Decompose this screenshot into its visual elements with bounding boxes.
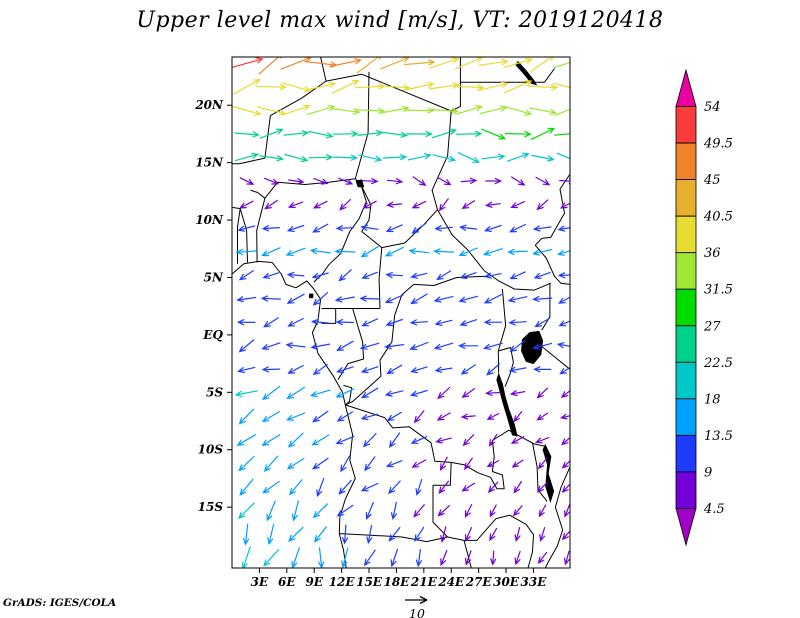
y-tick-label: EQ — [202, 328, 223, 342]
x-tick-label: 27E — [465, 575, 493, 589]
colorbar-label: 36 — [704, 246, 721, 261]
y-tick-label: 5S — [206, 385, 223, 399]
x-tick-label: 3E — [251, 575, 269, 589]
colorbar-label: 18 — [704, 392, 721, 407]
map-lakes — [309, 60, 555, 504]
y-tick-label: 10S — [198, 443, 224, 457]
y-tick-label: 5N — [204, 270, 224, 284]
colorbar-label: 40.5 — [703, 210, 733, 225]
colorbar — [675, 68, 697, 547]
x-axis: 3E 6E 9E 12E 15E 18E 21E 24E 27E 30E 33E — [251, 568, 548, 589]
plot-frame — [231, 56, 571, 569]
reference-vector: 10 — [400, 589, 434, 618]
x-tick-label: 30E — [493, 575, 520, 589]
colorbar-label: 49.5 — [703, 137, 733, 152]
x-tick-label: 6E — [278, 575, 296, 589]
colorbar-label: 27 — [703, 319, 721, 334]
colorbar-label: 9 — [704, 465, 712, 480]
x-tick-label: 33E — [521, 575, 548, 589]
x-tick-label: 21E — [410, 575, 438, 589]
colorbar-label: 13.5 — [704, 429, 733, 444]
colorbar-label: 31.5 — [704, 283, 733, 298]
colorbar-label: 4.5 — [703, 502, 725, 517]
y-axis: 20N 15N 10N 5N EQ 5S 10S 15S — [194, 98, 232, 514]
x-tick-label: 24E — [437, 575, 465, 589]
plot-title: Upper level max wind [m/s], VT: 20191204… — [136, 8, 664, 33]
colorbar-label: 54 — [704, 100, 721, 115]
y-tick-label: 15N — [195, 156, 224, 170]
x-tick-label: 9E — [305, 575, 323, 589]
colorbar-label: 45 — [703, 173, 721, 188]
map-borders — [232, 57, 570, 568]
y-tick-label: 10N — [195, 213, 224, 227]
colorbar-label: 22.5 — [703, 356, 733, 371]
wind-vectors — [232, 57, 570, 568]
colorbar-labels: 54 49.5 45 40.5 36 31.5 27 22.5 18 13.5 9 4.5 — [703, 100, 733, 517]
y-tick-label: 20N — [194, 98, 224, 112]
y-tick-label: 15S — [198, 500, 224, 514]
x-tick-label: 18E — [384, 575, 411, 589]
reference-arrow-icon — [405, 595, 428, 605]
x-tick-label: 15E — [356, 575, 383, 589]
reference-vector-label: 10 — [409, 606, 425, 618]
x-tick-label: 12E — [329, 575, 356, 589]
grads-credit: GrADS: IGES/COLA — [3, 597, 117, 609]
